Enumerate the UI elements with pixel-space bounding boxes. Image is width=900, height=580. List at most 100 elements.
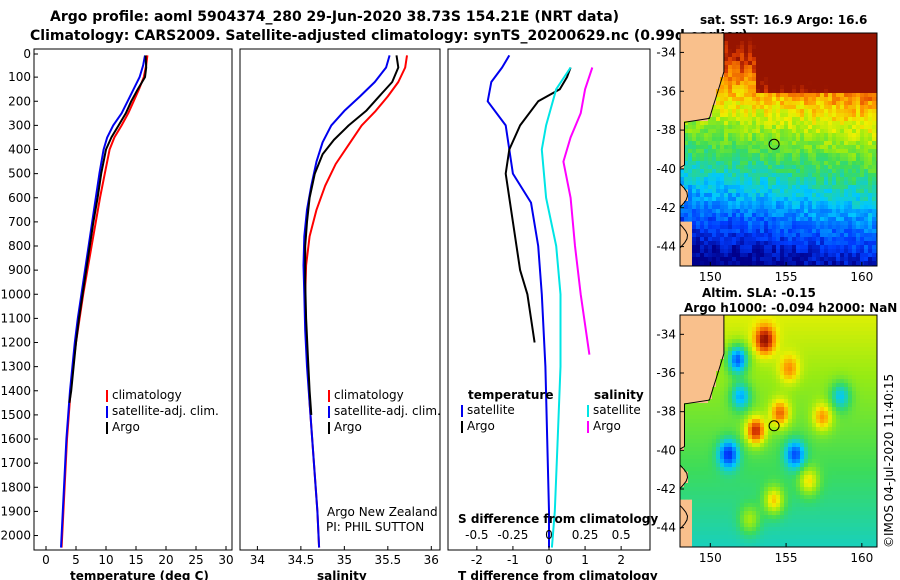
map-cell — [844, 37, 849, 42]
map-cell — [692, 431, 697, 436]
map-cell — [756, 415, 761, 420]
map-cell — [740, 451, 745, 456]
map-cell — [868, 177, 873, 182]
map-cell — [732, 113, 737, 118]
map-cell — [724, 383, 729, 388]
map-cell — [736, 229, 741, 234]
map-cell — [788, 323, 793, 328]
map-cell — [736, 435, 741, 440]
map-cell — [800, 213, 805, 218]
map-cell — [780, 491, 785, 496]
map-cell — [780, 447, 785, 452]
map-cell — [768, 61, 773, 66]
map-cell — [816, 93, 821, 98]
map-cell — [804, 101, 809, 106]
map-cell — [700, 507, 705, 512]
map-cell — [832, 463, 837, 468]
map-cell — [780, 81, 785, 86]
map-cell — [824, 475, 829, 480]
map-cell — [812, 137, 817, 142]
map-cell — [784, 431, 789, 436]
map-cell — [816, 371, 821, 376]
map-cell — [736, 105, 741, 110]
map-cell — [736, 487, 741, 492]
map-cell — [732, 363, 737, 368]
map-cell — [776, 491, 781, 496]
map-cell — [800, 117, 805, 122]
map-cell — [844, 41, 849, 46]
map-cell — [800, 125, 805, 130]
map-cell — [700, 403, 705, 408]
map-cell — [732, 339, 737, 344]
map-cell — [808, 475, 813, 480]
map-cell — [812, 455, 817, 460]
map-cell — [804, 319, 809, 324]
map-cell — [720, 193, 725, 198]
map-cell — [800, 487, 805, 492]
map-cell — [708, 193, 713, 198]
map-cell — [748, 403, 753, 408]
map-cell — [704, 471, 709, 476]
map-cell — [696, 455, 701, 460]
map-cell — [744, 491, 749, 496]
map-cell — [804, 177, 809, 182]
map-cell — [700, 141, 705, 146]
map-cell — [872, 181, 877, 186]
map-cell — [684, 483, 689, 488]
map-cell — [812, 53, 817, 58]
map-cell — [764, 61, 769, 66]
map-cell — [716, 129, 721, 134]
legend-label-s-satellite: satellite — [593, 403, 641, 417]
map-cell — [816, 137, 821, 142]
map-cell — [816, 483, 821, 488]
map-cell — [780, 77, 785, 82]
map-cell — [732, 327, 737, 332]
map-cell — [708, 451, 713, 456]
depth-tick-label: 1800 — [0, 480, 31, 494]
map-cell — [804, 73, 809, 78]
map-cell — [792, 431, 797, 436]
map-cell — [820, 173, 825, 178]
map-cell — [752, 177, 757, 182]
map-cell — [832, 237, 837, 242]
map-cell — [836, 343, 841, 348]
map-cell — [784, 105, 789, 110]
map-cell — [716, 431, 721, 436]
map-cell — [760, 431, 765, 436]
map-cell — [808, 145, 813, 150]
map-cell — [864, 343, 869, 348]
float-position-marker — [768, 138, 780, 150]
map-cell — [840, 487, 845, 492]
map-cell — [740, 331, 745, 336]
map-cell — [820, 319, 825, 324]
map-cell — [856, 447, 861, 452]
map-cell — [700, 225, 705, 230]
map-cell — [760, 395, 765, 400]
map-cell — [716, 479, 721, 484]
map-cell — [832, 161, 837, 166]
map-cell — [848, 129, 853, 134]
map-cell — [788, 109, 793, 114]
map-cell — [812, 483, 817, 488]
map-cell — [796, 451, 801, 456]
map-cell — [816, 419, 821, 424]
map-cell — [796, 407, 801, 412]
map-cell — [768, 339, 773, 344]
map-cell — [828, 205, 833, 210]
map-cell — [772, 257, 777, 262]
map-cell — [824, 233, 829, 238]
map-cell — [760, 181, 765, 186]
map-cell — [700, 443, 705, 448]
map-cell — [832, 121, 837, 126]
map-cell — [724, 49, 729, 54]
map-cell — [748, 507, 753, 512]
map-cell — [744, 443, 749, 448]
map-cell — [828, 463, 833, 468]
map-cell — [824, 395, 829, 400]
map-cell — [748, 149, 753, 154]
map-cell — [720, 161, 725, 166]
map-cell — [768, 241, 773, 246]
map-cell — [756, 335, 761, 340]
map-cell — [740, 177, 745, 182]
map-cell — [820, 371, 825, 376]
